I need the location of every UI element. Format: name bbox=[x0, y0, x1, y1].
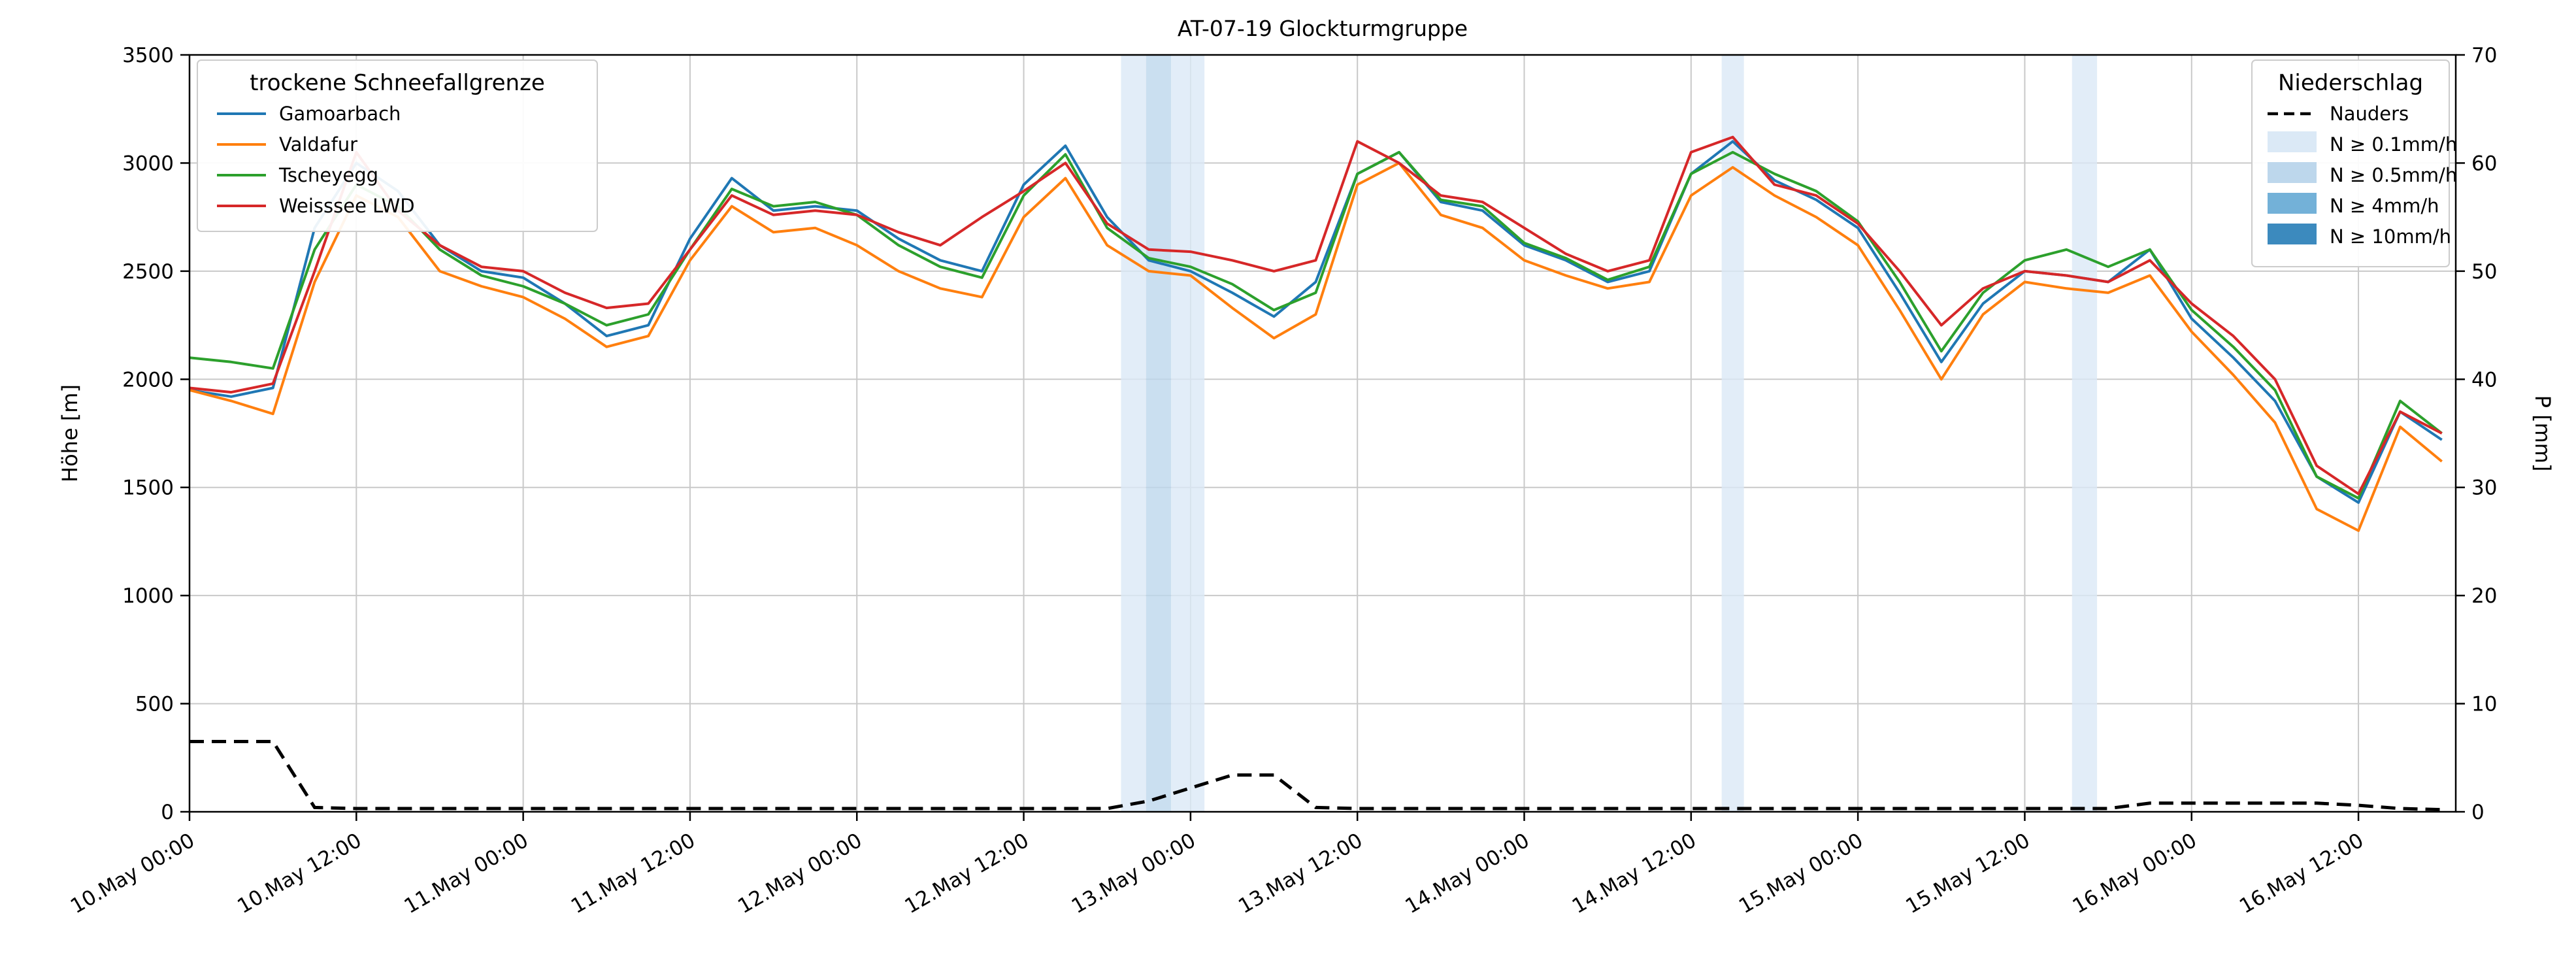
series-line-valdafur bbox=[189, 161, 2443, 532]
y-tick-label-right: 70 bbox=[2471, 44, 2497, 67]
y-tick-label-right: 20 bbox=[2471, 584, 2497, 608]
y-tick-label-left: 1500 bbox=[122, 476, 174, 500]
y-tick-label-right: 10 bbox=[2471, 693, 2497, 716]
y-tick-label-left: 3500 bbox=[122, 44, 174, 67]
legend-band-swatch bbox=[2268, 162, 2317, 183]
legend-series-label: Tscheyegg bbox=[278, 164, 378, 186]
y-tick-label-left: 3000 bbox=[122, 152, 174, 175]
legend-precip-title: Niederschlag bbox=[2278, 70, 2423, 96]
y-tick-label-right: 0 bbox=[2471, 801, 2485, 824]
precip-band bbox=[2072, 55, 2098, 812]
y-tick-label-right: 50 bbox=[2471, 260, 2497, 284]
legend-band-label: N ≥ 10mm/h bbox=[2330, 225, 2451, 248]
x-tick-label: 12.May 12:00 bbox=[900, 829, 1032, 918]
legend-nauders-label: Nauders bbox=[2330, 103, 2409, 125]
series-lines bbox=[189, 135, 2443, 812]
x-tick-label: 15.May 12:00 bbox=[1902, 829, 2034, 918]
y-tick-label-right: 30 bbox=[2471, 476, 2497, 500]
x-tick-label: 10.May 00:00 bbox=[67, 829, 199, 918]
legend-snowline-title: trockene Schneefallgrenze bbox=[250, 70, 545, 96]
precip-band bbox=[1171, 55, 1205, 812]
x-tick-label: 16.May 12:00 bbox=[2236, 829, 2368, 918]
precip-line-nauders bbox=[190, 740, 2442, 812]
y-axis-label-left: Höhe [m] bbox=[58, 384, 82, 482]
y-tick-label-left: 500 bbox=[135, 693, 174, 716]
legend-band-label: N ≥ 0.1mm/h bbox=[2330, 133, 2457, 156]
legend-band-swatch bbox=[2268, 224, 2317, 244]
legend-series-label: Gamoarbach bbox=[279, 103, 401, 125]
y-tick-label-left: 2000 bbox=[122, 368, 174, 392]
x-tick-label: 11.May 00:00 bbox=[401, 829, 533, 918]
x-tick-label: 12.May 00:00 bbox=[734, 829, 866, 918]
x-tick-label: 13.May 00:00 bbox=[1068, 829, 1200, 918]
x-tick-label: 11.May 12:00 bbox=[567, 829, 699, 918]
y-tick-label-left: 1000 bbox=[122, 584, 174, 608]
legend-precip-box bbox=[2251, 59, 2450, 267]
x-tick-label: 13.May 12:00 bbox=[1234, 829, 1366, 918]
x-tick-label: 16.May 00:00 bbox=[2069, 829, 2201, 918]
x-tick-label: 14.May 12:00 bbox=[1568, 829, 1700, 918]
precip-band bbox=[1121, 55, 1146, 812]
series-line-tscheyegg bbox=[189, 150, 2443, 500]
y-tick-label-right: 60 bbox=[2471, 152, 2497, 175]
legend-band-label: N ≥ 0.5mm/h bbox=[2330, 164, 2457, 186]
y-tick-label-left: 2500 bbox=[122, 260, 174, 284]
precip-band bbox=[1146, 55, 1172, 812]
legend-band-swatch bbox=[2268, 131, 2317, 152]
precip-bands bbox=[1121, 55, 2098, 812]
y-tick-label-left: 0 bbox=[161, 801, 174, 824]
y-tick-label-right: 40 bbox=[2471, 368, 2497, 392]
legends: trockene Schneefallgrenze Gamoarbach Valda… bbox=[197, 59, 2457, 267]
series-line-weisssee-lwd bbox=[189, 135, 2443, 495]
legend-band-label: N ≥ 4mm/h bbox=[2330, 195, 2439, 217]
x-tick-label: 15.May 00:00 bbox=[1735, 829, 1867, 918]
plot-border bbox=[188, 54, 2457, 813]
x-tick-label: 10.May 12:00 bbox=[233, 829, 365, 918]
x-tick-label: 14.May 00:00 bbox=[1401, 829, 1533, 918]
legend-series-label: Weisssee LWD bbox=[279, 195, 415, 217]
y-axis-label-right: P [mm] bbox=[2530, 395, 2555, 472]
legend-band-swatch bbox=[2268, 193, 2317, 214]
precip-band bbox=[1721, 55, 1744, 812]
chart-title: AT-07-19 Glockturmgruppe bbox=[1178, 16, 1468, 41]
legend-snowline-box bbox=[197, 59, 598, 232]
legend-series-label: Valdafur bbox=[279, 133, 357, 156]
